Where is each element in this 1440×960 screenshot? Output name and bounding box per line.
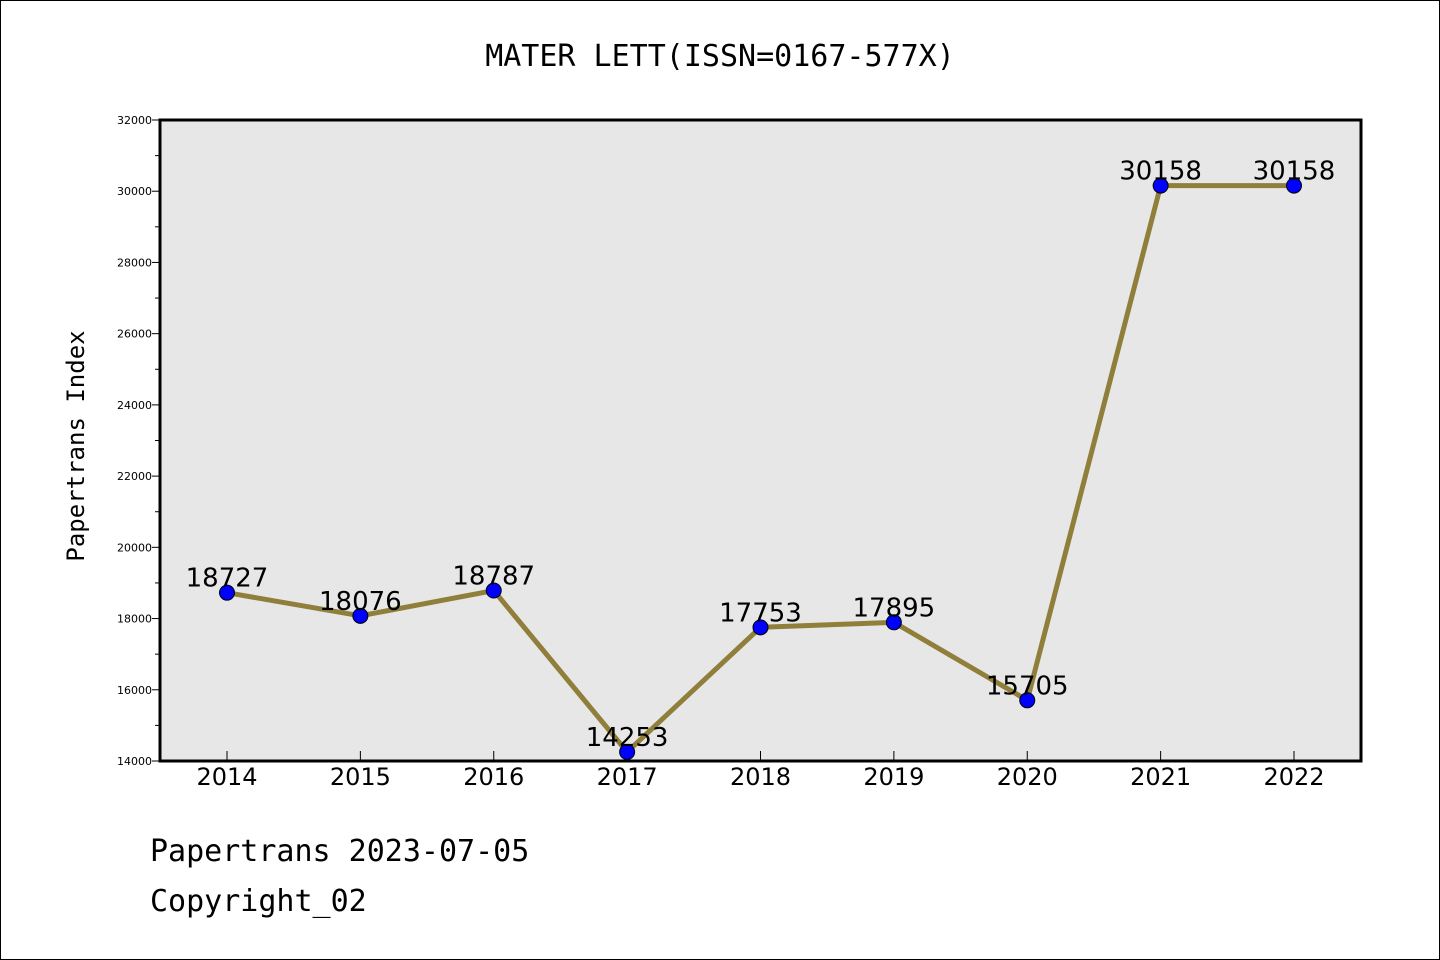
- data-label: 18787: [452, 562, 535, 592]
- y-tick-label: 28000: [117, 256, 152, 269]
- data-point: [1019, 692, 1036, 709]
- data-label: 18727: [186, 564, 269, 594]
- y-axis-label: Papertrans Index: [62, 330, 90, 561]
- data-point: [1152, 177, 1169, 194]
- data-point: [885, 614, 902, 631]
- data-point: [619, 743, 636, 760]
- y-tick-label: 18000: [117, 613, 152, 626]
- x-tick-label: 2020: [997, 763, 1058, 791]
- data-label: 30158: [1253, 157, 1336, 187]
- y-tick-label: 14000: [117, 755, 152, 768]
- data-label: 15705: [986, 671, 1069, 701]
- footer-date: Papertrans 2023-07-05: [150, 834, 530, 869]
- x-tick-label: 2018: [730, 763, 791, 791]
- plot-border: [158, 118, 1363, 763]
- data-point: [485, 582, 502, 599]
- data-label: 14253: [586, 723, 669, 753]
- x-tick-label: 2021: [1130, 763, 1191, 791]
- data-label: 17753: [719, 598, 802, 628]
- series-layer: [219, 177, 1302, 760]
- y-tick-label: 16000: [117, 684, 152, 697]
- y-tick-label: 26000: [117, 328, 152, 341]
- x-axis: 2014 2015 2016 2017 2018 2019 2020 2021 2022: [196, 751, 1325, 791]
- x-tick-label: 2019: [863, 763, 924, 791]
- x-tick-label: 2022: [1263, 763, 1324, 791]
- x-tick-label: 2015: [330, 763, 391, 791]
- y-axis: 14000 16000 18000 20000 22000 24000 26000 28000…: [117, 114, 160, 768]
- data-label: 30158: [1119, 157, 1202, 187]
- x-tick-label: 2016: [463, 763, 524, 791]
- y-tick-label: 32000: [117, 114, 152, 127]
- y-tick-label: 22000: [117, 470, 152, 483]
- plot-area: [160, 120, 1361, 761]
- data-point: [752, 619, 769, 636]
- y-tick-label: 24000: [117, 399, 152, 412]
- y-tick-label: 30000: [117, 185, 152, 198]
- data-label-layer: 18727 18076 18787 14253 17753 17895 15705 30158…: [186, 157, 1336, 753]
- data-label: 17895: [853, 593, 936, 623]
- x-tick-label: 2014: [196, 763, 257, 791]
- chart-title: MATER LETT(ISSN=0167-577X): [485, 39, 955, 74]
- data-point: [219, 584, 235, 601]
- data-point: [352, 607, 369, 624]
- x-tick-label: 2017: [597, 763, 658, 791]
- footer-copyright: Copyright_02: [150, 884, 367, 919]
- y-tick-label: 20000: [117, 541, 152, 554]
- data-label: 18076: [319, 587, 402, 617]
- data-point: [1286, 177, 1302, 194]
